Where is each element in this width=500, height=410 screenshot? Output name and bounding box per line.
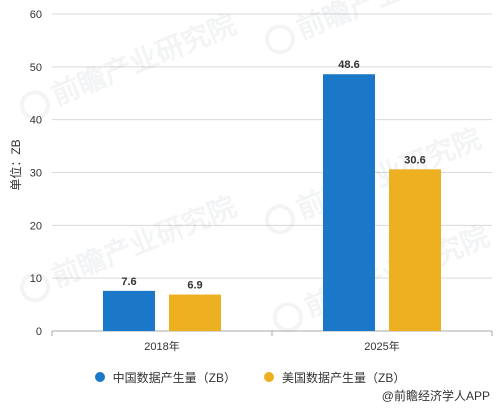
watermark: 前瞻产业研究院 (264, 0, 486, 55)
y-axis: 0 10 20 30 40 50 60 (30, 9, 42, 338)
data-label: 6.9 (187, 280, 202, 292)
legend-item-usa[interactable]: 美国数据产生量（ZB） (264, 369, 405, 386)
y-tick-label: 10 (30, 273, 42, 285)
watermark-text: 前瞻产业研究院 (292, 0, 486, 46)
y-tick-label: 20 (30, 220, 42, 232)
watermark-text: 前瞻产业研究院 (47, 8, 241, 112)
data-label: 30.6 (404, 154, 425, 166)
watermark-logo (19, 90, 50, 121)
legend-swatch-china (94, 372, 105, 382)
legend-swatch-usa (264, 372, 274, 382)
x-tick-label: 2025年 (364, 339, 399, 353)
watermark-logo (264, 24, 295, 55)
watermark-logo (264, 204, 295, 235)
bar-usa-1 (389, 169, 441, 331)
watermark: 前瞻产业研究院 (19, 190, 241, 303)
bar-china-0 (103, 290, 155, 331)
watermark-logo (19, 272, 50, 303)
y-tick-label: 60 (30, 9, 42, 21)
x-tick-label: 2018年 (144, 339, 179, 353)
x-axis: 2018年 2025年 (51, 331, 493, 353)
data-label: 48.6 (338, 59, 359, 71)
y-tick-label: 40 (30, 115, 42, 127)
legend-item-china[interactable]: 中国数据产生量（ZB） (94, 369, 236, 386)
y-tick-label: 0 (36, 326, 42, 338)
source-credit: @前瞻经济学人APP (381, 389, 490, 403)
watermark: 前瞻产业研究院 (19, 8, 241, 121)
legend: 中国数据产生量（ZB） 美国数据产生量（ZB） (0, 368, 500, 386)
data-label: 7.6 (121, 276, 136, 288)
gridlines (52, 13, 492, 332)
legend-label-china: 中国数据产生量（ZB） (112, 370, 236, 385)
y-tick-label: 50 (30, 62, 42, 74)
y-tick-label: 30 (30, 168, 42, 180)
bar-china-1 (323, 74, 375, 331)
legend-label-usa: 美国数据产生量（ZB） (282, 370, 406, 385)
watermark-text: 前瞻产业研究院 (292, 122, 486, 226)
y-axis-label: 单位：ZB (8, 139, 23, 190)
watermark-logo (272, 302, 303, 333)
bar-usa-0 (169, 294, 221, 331)
bars: 7.6 6.9 48.6 30.6 (103, 59, 441, 331)
